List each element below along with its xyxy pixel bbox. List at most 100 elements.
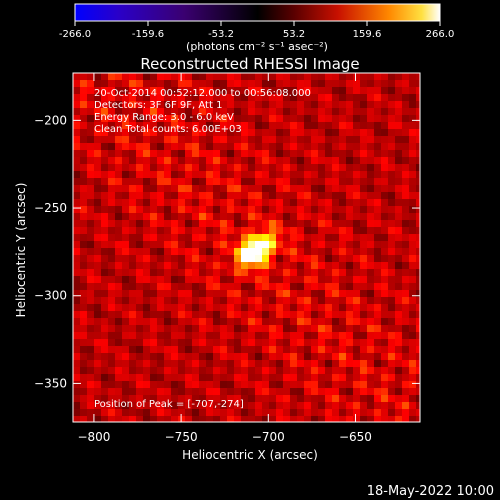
heatmap-cell xyxy=(150,87,157,94)
heatmap-cell xyxy=(318,374,325,381)
heatmap-cell xyxy=(339,129,346,136)
heatmap-cell xyxy=(290,402,297,409)
heatmap-cell xyxy=(304,115,311,122)
heatmap-cell xyxy=(304,136,311,143)
heatmap-cell xyxy=(108,360,115,367)
heatmap-cell xyxy=(178,220,185,227)
heatmap-cell xyxy=(276,136,283,143)
heatmap-cell xyxy=(108,325,115,332)
heatmap-cell xyxy=(346,199,353,206)
heatmap-cell xyxy=(297,374,304,381)
heatmap-cell xyxy=(101,290,108,297)
heatmap-cell xyxy=(80,87,87,94)
heatmap-cell xyxy=(346,171,353,178)
heatmap-cell xyxy=(185,192,192,199)
heatmap-cell xyxy=(192,304,199,311)
heatmap-cell xyxy=(136,234,143,241)
heatmap-cell xyxy=(367,360,374,367)
heatmap-cell xyxy=(304,220,311,227)
heatmap-cell xyxy=(360,283,367,290)
heatmap-cell xyxy=(332,304,339,311)
heatmap-cell xyxy=(339,227,346,234)
heatmap-cell xyxy=(381,311,388,318)
heatmap-cell xyxy=(101,227,108,234)
heatmap-cell xyxy=(304,325,311,332)
heatmap-cell xyxy=(192,220,199,227)
heatmap-cell xyxy=(353,185,360,192)
heatmap-cell xyxy=(290,220,297,227)
heatmap-cell xyxy=(416,395,420,402)
heatmap-cell xyxy=(108,318,115,325)
heatmap-cell xyxy=(367,367,374,374)
heatmap-cell xyxy=(164,262,171,269)
heatmap-cell xyxy=(269,220,276,227)
heatmap-cell xyxy=(199,360,206,367)
heatmap-cell xyxy=(136,108,143,115)
heatmap-cell xyxy=(255,353,262,360)
heatmap-cell xyxy=(395,129,402,136)
heatmap-cell xyxy=(115,297,122,304)
heatmap-cell xyxy=(87,304,94,311)
heatmap-cell xyxy=(402,318,409,325)
heatmap-image xyxy=(73,73,420,422)
heatmap-cell xyxy=(206,94,213,101)
heatmap-cell xyxy=(241,87,248,94)
heatmap-cell xyxy=(199,381,206,388)
heatmap-cell xyxy=(346,164,353,171)
heatmap-cell xyxy=(374,416,381,422)
heatmap-cell xyxy=(241,388,248,395)
heatmap-cell xyxy=(206,150,213,157)
heatmap-cell xyxy=(227,416,234,422)
y-tick-label: −200 xyxy=(34,113,67,127)
heatmap-cell xyxy=(269,367,276,374)
heatmap-cell xyxy=(122,178,129,185)
heatmap-cell xyxy=(87,416,94,422)
heatmap-cell xyxy=(192,402,199,409)
heatmap-cell xyxy=(304,150,311,157)
heatmap-cell xyxy=(248,185,255,192)
heatmap-cell xyxy=(409,150,416,157)
heatmap-cell xyxy=(409,157,416,164)
heatmap-cell xyxy=(199,248,206,255)
heatmap-cell xyxy=(178,395,185,402)
heatmap-cell xyxy=(360,143,367,150)
heatmap-cell xyxy=(262,73,269,80)
heatmap-cell xyxy=(234,213,241,220)
heatmap-cell xyxy=(276,311,283,318)
heatmap-cell xyxy=(339,402,346,409)
heatmap-cell xyxy=(353,178,360,185)
heatmap-cell xyxy=(227,178,234,185)
heatmap-cell xyxy=(206,213,213,220)
heatmap-cell xyxy=(395,248,402,255)
heatmap-cell xyxy=(311,129,318,136)
heatmap-cell xyxy=(290,199,297,206)
heatmap-cell xyxy=(143,346,150,353)
heatmap-cell xyxy=(101,185,108,192)
heatmap-cell xyxy=(290,395,297,402)
heatmap-cell xyxy=(94,283,101,290)
heatmap-cell xyxy=(108,143,115,150)
heatmap-cell xyxy=(199,227,206,234)
heatmap-cell xyxy=(150,213,157,220)
heatmap-cell xyxy=(311,353,318,360)
heatmap-cell xyxy=(339,164,346,171)
heatmap-cell xyxy=(360,290,367,297)
heatmap-cell xyxy=(136,360,143,367)
heatmap-cell xyxy=(283,185,290,192)
heatmap-cell xyxy=(402,80,409,87)
heatmap-cell xyxy=(87,157,94,164)
heatmap-cell xyxy=(80,262,87,269)
heatmap-cell xyxy=(276,150,283,157)
heatmap-cell xyxy=(185,297,192,304)
heatmap-cell xyxy=(115,290,122,297)
heatmap-cell xyxy=(150,241,157,248)
heatmap-cell xyxy=(304,388,311,395)
heatmap-cell xyxy=(311,276,318,283)
heatmap-cell xyxy=(367,318,374,325)
heatmap-cell xyxy=(101,353,108,360)
heatmap-cell xyxy=(199,206,206,213)
heatmap-cell xyxy=(234,80,241,87)
heatmap-cell xyxy=(241,206,248,213)
heatmap-cell xyxy=(318,192,325,199)
heatmap-cell xyxy=(318,395,325,402)
